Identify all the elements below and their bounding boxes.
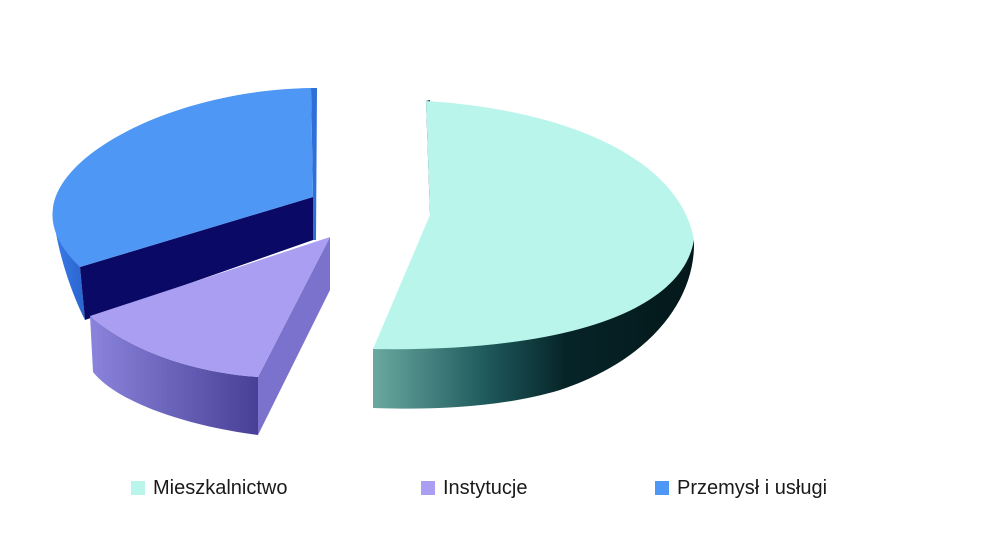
slice-mieszkalnictwo-top bbox=[373, 101, 694, 350]
legend-label-mieszkalnictwo: Mieszkalnictwo bbox=[153, 477, 288, 499]
slice-przemysl-inner-side bbox=[80, 197, 313, 320]
legend-item-mieszkalnictwo[interactable]: Mieszkalnictwo bbox=[131, 474, 287, 502]
slice-przemysl-top bbox=[52, 88, 313, 267]
slice-przemysl-end-side bbox=[311, 88, 317, 240]
slice-instytucje-outer-side bbox=[90, 316, 258, 435]
slice-mieszkalnictwo[interactable] bbox=[373, 100, 695, 409]
legend-item-przemysl[interactable]: Przemysł i usługi bbox=[655, 474, 827, 502]
legend: Mieszkalnictwo Instytucje Przemysł i usł… bbox=[0, 474, 983, 504]
legend-swatch-przemysl bbox=[655, 481, 669, 495]
slice-instytucje-top bbox=[90, 237, 330, 377]
legend-swatch-mieszkalnictwo bbox=[131, 481, 145, 495]
legend-swatch-instytucje bbox=[421, 481, 435, 495]
slice-mieszkalnictwo-side bbox=[373, 240, 695, 409]
legend-label-przemysl: Przemysł i usługi bbox=[677, 477, 828, 499]
slice-przemysl[interactable] bbox=[52, 88, 317, 320]
legend-label-instytucje: Instytucje bbox=[443, 477, 528, 499]
slice-instytucje[interactable] bbox=[90, 237, 330, 435]
slice-instytucje-cut-side bbox=[258, 237, 330, 435]
legend-item-instytucje[interactable]: Instytucje bbox=[421, 474, 527, 502]
